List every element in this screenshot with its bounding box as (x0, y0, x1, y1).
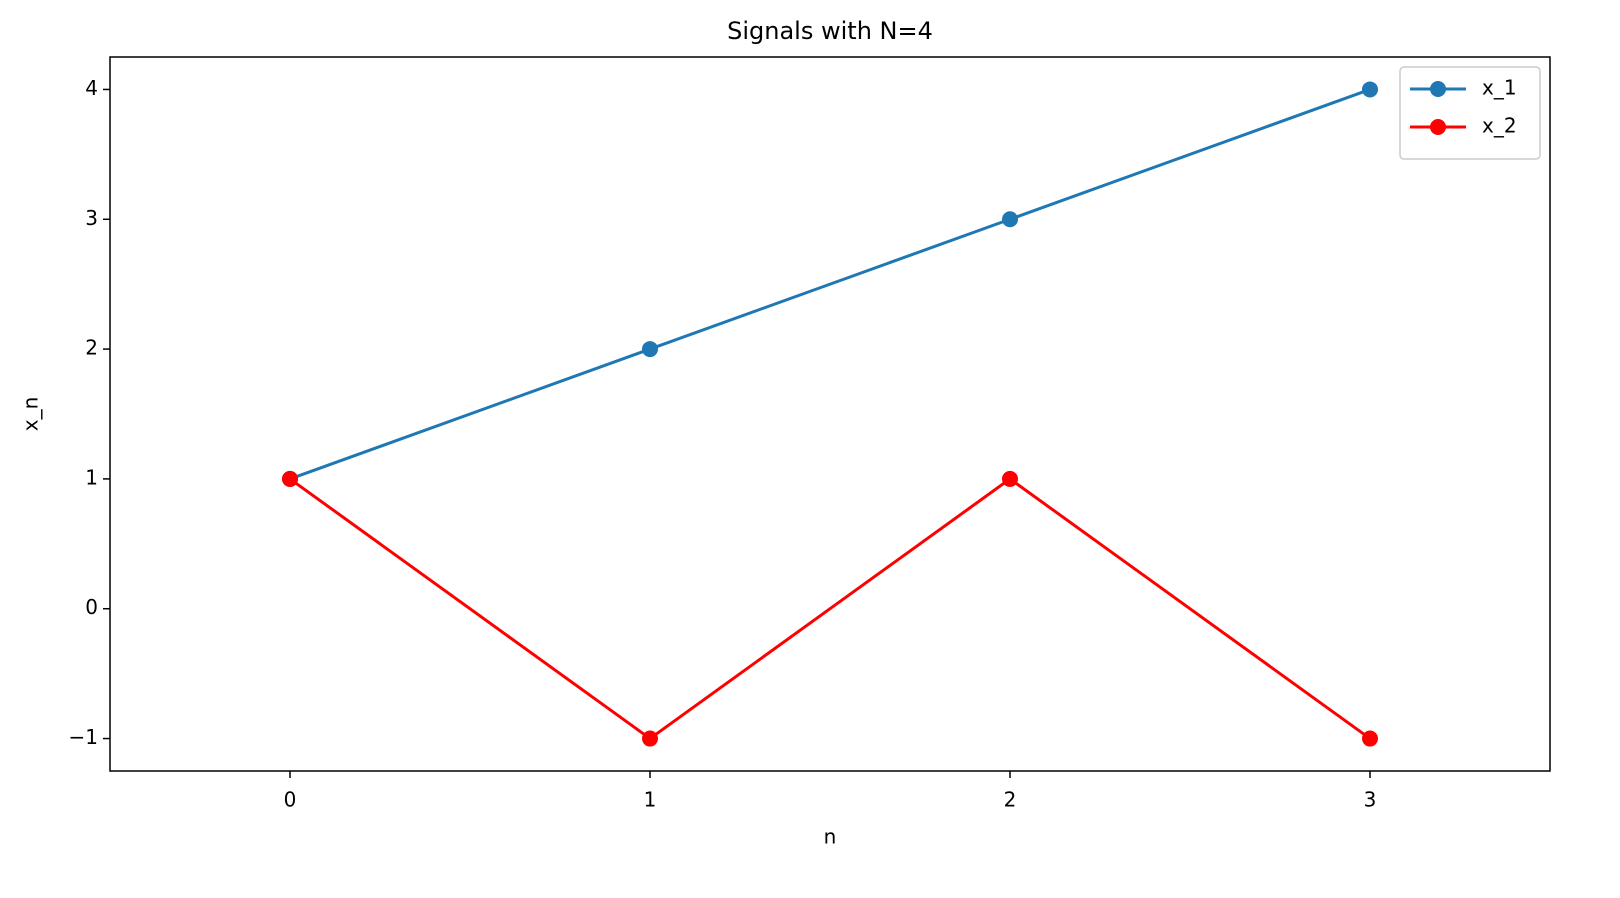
y-tick-label: −1 (69, 725, 98, 749)
legend-box (1399, 66, 1541, 160)
x-axis-label: n (824, 825, 837, 849)
y-tick-label: 3 (85, 206, 98, 230)
data-point (642, 730, 658, 747)
data-point (642, 341, 658, 358)
data-point (1002, 211, 1018, 228)
data-point (282, 470, 298, 487)
y-tick-label: 4 (85, 76, 98, 100)
x-tick-label: 1 (644, 788, 657, 812)
legend-label: x_2 (1482, 114, 1517, 138)
y-axis-label: x_n (19, 397, 43, 432)
series-line (289, 88, 1371, 481)
legend-label: x_1 (1482, 76, 1517, 100)
legend-marker (1430, 81, 1446, 97)
x-tick-label: 0 (284, 788, 297, 812)
legend-marker (1430, 119, 1446, 135)
y-tick-label: 1 (85, 465, 98, 489)
y-tick-label: 2 (85, 336, 98, 360)
x-tick-label: 2 (1004, 788, 1017, 812)
data-point (1002, 470, 1018, 487)
data-point (1362, 730, 1378, 747)
data-point (1362, 81, 1378, 98)
plot-frame (109, 56, 1551, 772)
series-line (289, 477, 1371, 741)
x-tick-label: 3 (1364, 788, 1377, 812)
chart-title: Signals with N=4 (727, 17, 933, 45)
y-tick-label: 0 (85, 595, 98, 619)
